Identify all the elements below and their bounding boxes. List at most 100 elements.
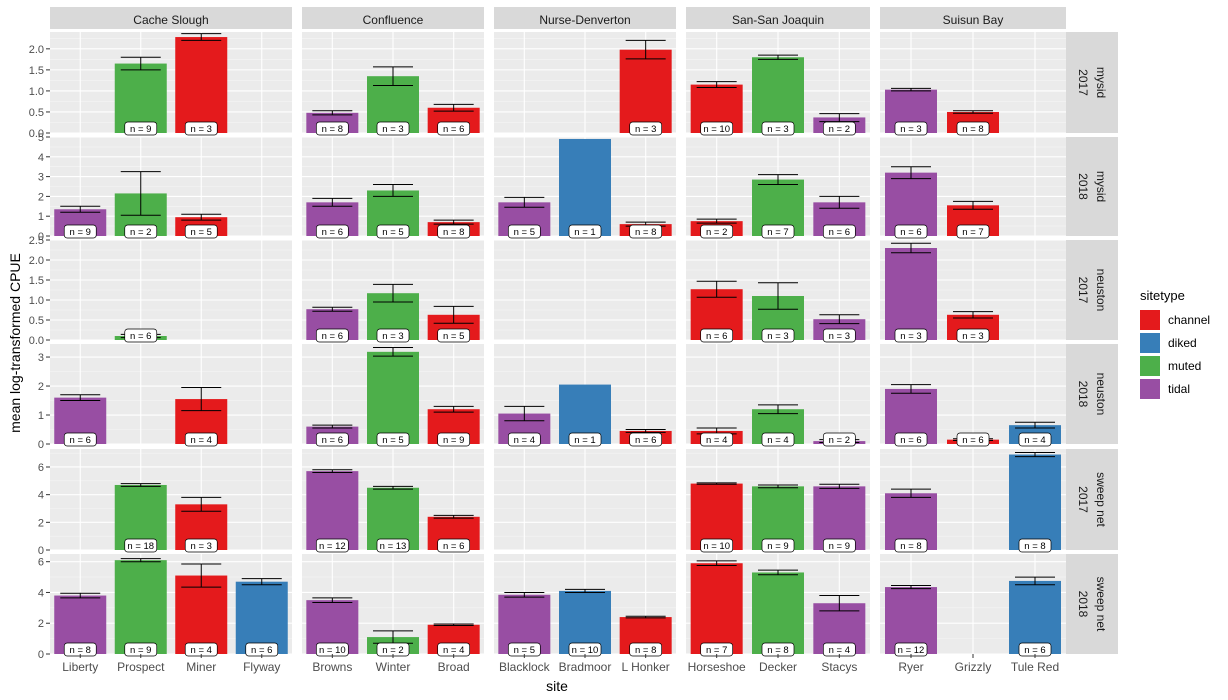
facet-panel: n = 8 n = 3 n = 6 (302, 32, 484, 136)
n-label-box (437, 538, 471, 553)
n-label: n = 7 (706, 645, 727, 656)
n-label: n = 6 (900, 435, 921, 446)
n-label-box (315, 432, 349, 447)
n-label: n = 4 (767, 435, 788, 446)
row-strip (1066, 240, 1118, 340)
facet-panel: n = 6 n = 4 (50, 344, 292, 447)
panel-layer: Cache Slough Confluence Nurse-Denverton San… (29, 7, 1118, 674)
n-label: n = 5 (443, 331, 464, 342)
x-tick-label: Stacys (821, 660, 857, 674)
n-label: n = 4 (706, 435, 727, 446)
legend-swatch (1140, 310, 1160, 330)
bar-muted (114, 63, 167, 133)
n-label: n = 5 (191, 227, 212, 238)
n-label-box (1018, 538, 1052, 553)
n-label: n = 6 (900, 227, 921, 238)
n-label: n = 10 (703, 541, 730, 552)
legend-label: channel (1168, 313, 1210, 327)
row-strip (1066, 344, 1118, 444)
facet-panel: n = 7 n = 8 n = 4 (686, 554, 870, 657)
n-label-box (63, 224, 97, 239)
n-label-box (761, 224, 795, 239)
legend-label: diked (1168, 336, 1197, 350)
legend-swatch (1140, 333, 1160, 353)
n-label-box (376, 328, 410, 343)
y-tick-label: 2 (38, 191, 44, 203)
row-strip-year: 2018 (1076, 381, 1090, 408)
n-label: n = 2 (130, 227, 151, 238)
n-label-box (376, 538, 410, 553)
y-tick-label: 2.0 (29, 255, 44, 267)
x-tick-label: Decker (759, 660, 797, 674)
bar-diked (1009, 580, 1061, 654)
n-label: n = 9 (829, 541, 850, 552)
n-label-box (63, 432, 97, 447)
n-label-box (376, 224, 410, 239)
y-tick-label: 6 (38, 462, 44, 474)
n-label: n = 5 (382, 227, 403, 238)
x-tick-label: Blacklock (499, 660, 551, 674)
y-tick-label: 1.0 (29, 86, 44, 98)
n-label: n = 3 (767, 124, 788, 135)
facet-panel: n = 9 n = 3 (50, 32, 292, 136)
n-label: n = 8 (322, 124, 343, 135)
y-tick-label: 0 (38, 649, 44, 661)
n-label: n = 4 (191, 645, 212, 656)
n-label: n = 12 (898, 645, 925, 656)
n-label-box (376, 432, 410, 447)
n-label: n = 6 (70, 435, 91, 446)
n-label: n = 2 (382, 645, 403, 656)
row-strip-year: 2017 (1076, 69, 1090, 96)
row-strip-taxon: mysid (1094, 171, 1108, 202)
bar-tidal (306, 471, 359, 550)
n-label: n = 5 (514, 645, 535, 656)
y-tick-label: 2.0 (29, 44, 44, 56)
facet-panel: n = 8 n = 9 n = 4 n = 6 (50, 554, 292, 657)
n-label-box (956, 432, 990, 447)
y-tick-label: 5 (38, 132, 44, 144)
n-label-box (629, 121, 663, 136)
x-tick-label: Tule Red (1011, 660, 1059, 674)
x-tick-label: Grizzly (955, 660, 992, 674)
x-tick-label: Bradmoor (559, 660, 612, 674)
row-strip (1066, 554, 1118, 654)
facet-panel: n = 6 n = 3 n = 3 (686, 239, 870, 343)
row-strip (1066, 32, 1118, 133)
y-tick-label: 0.5 (29, 107, 44, 119)
row-strip-taxon: neuston (1094, 373, 1108, 416)
x-tick-label: Liberty (62, 660, 98, 674)
column-strip (686, 7, 870, 29)
x-axis-title: site (546, 678, 568, 694)
y-tick-label: 4 (38, 587, 44, 599)
row-strip (1066, 449, 1118, 550)
facet-panel: n = 12 n = 6 (880, 554, 1066, 657)
n-label-box (822, 538, 856, 553)
y-tick-label: 4 (38, 152, 44, 164)
n-label-box (124, 538, 158, 553)
column-strip-label: San-San Joaquin (732, 13, 824, 27)
n-label-box (761, 328, 795, 343)
facet-panel: n = 18 n = 3 (50, 449, 292, 553)
n-label: n = 3 (829, 331, 850, 342)
bar-muted (367, 351, 419, 444)
n-label: n = 4 (514, 435, 535, 446)
n-label-box (124, 121, 158, 136)
column-strip-label: Confluence (363, 13, 424, 27)
column-strip-label: Suisun Bay (943, 13, 1004, 27)
n-label-box (629, 432, 663, 447)
row-strip-year: 2017 (1076, 277, 1090, 304)
n-label-box (124, 224, 158, 239)
column-strip (302, 7, 484, 29)
n-label-box (894, 224, 928, 239)
y-tick-label: 6 (38, 557, 44, 569)
y-tick-label: 0 (38, 231, 44, 243)
y-tick-label: 1.5 (29, 275, 44, 287)
legend-swatch (1140, 356, 1160, 376)
column-strip (880, 7, 1066, 29)
n-label-box (184, 121, 218, 136)
x-tick-label: Browns (312, 660, 352, 674)
n-label-box (822, 121, 856, 136)
column-strip (50, 7, 292, 29)
row-strip-taxon: sweep net (1094, 577, 1108, 632)
n-label: n = 6 (706, 331, 727, 342)
